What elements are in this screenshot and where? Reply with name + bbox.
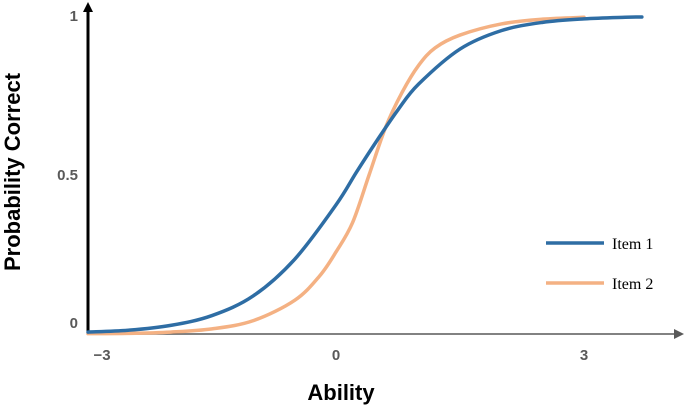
y-tick-labels: 00.51 bbox=[57, 8, 78, 332]
y-axis-title: Probability Correct bbox=[0, 72, 25, 271]
series-line-item-2 bbox=[86, 15, 586, 336]
y-axis-arrow-icon bbox=[83, 2, 93, 12]
x-tick-labels: −3 0 3 bbox=[93, 347, 588, 364]
y-tick-label: 0.5 bbox=[57, 167, 78, 184]
x-axis-title: Ability bbox=[307, 380, 375, 405]
series-line-item-1 bbox=[86, 15, 644, 334]
legend-label-item-1: Item 1 bbox=[612, 236, 653, 253]
legend-label-item-2: Item 2 bbox=[612, 276, 653, 293]
x-tick-label: 0 bbox=[332, 347, 340, 364]
x-tick-label: 3 bbox=[580, 347, 588, 364]
y-tick-label: 1 bbox=[70, 8, 78, 25]
x-axis-arrow-icon bbox=[674, 329, 684, 339]
y-tick-label: 0 bbox=[70, 315, 78, 332]
x-tick-label: −3 bbox=[93, 347, 110, 364]
axes bbox=[83, 2, 684, 339]
legend: Item 1 Item 2 bbox=[546, 236, 653, 293]
series-layer bbox=[86, 15, 644, 336]
